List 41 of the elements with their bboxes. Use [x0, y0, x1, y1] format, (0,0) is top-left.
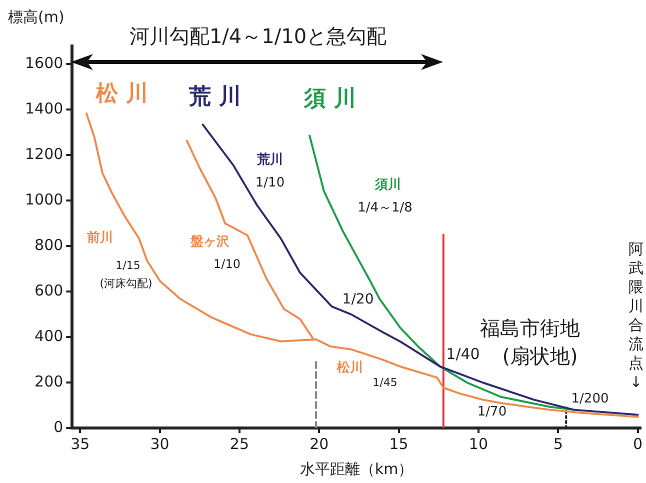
x-tick-label: 5	[553, 434, 563, 453]
y-tick-label: 600	[34, 281, 64, 300]
y-tick-label: 0	[54, 418, 64, 436]
y-tick-label: 1400	[24, 100, 64, 118]
x-tick-label: 15	[389, 434, 408, 453]
x-tick-label: 35	[70, 434, 90, 453]
annotation: 1/10	[214, 257, 240, 272]
annotation: 須 川	[303, 86, 356, 112]
annotation: 荒 川	[188, 84, 241, 110]
annotation: 福島市街地	[480, 316, 580, 340]
annotation: 1/15	[116, 258, 140, 272]
annotation: 1/20	[342, 292, 374, 308]
x-tick-label: 0	[633, 434, 643, 453]
y-tick-label: 200	[34, 372, 64, 390]
annotation: 1/200	[571, 391, 609, 406]
y-axis-title: 標高(m)	[8, 8, 64, 26]
annotation: 1/40	[446, 344, 480, 363]
annotation: 1/4～1/8	[358, 200, 412, 216]
y-tick-label: 1600	[24, 54, 64, 72]
x-tick-label: 10	[468, 434, 488, 453]
x-tick-label: 20	[310, 434, 329, 453]
text: 須川	[374, 177, 401, 192]
series-label: 荒川	[256, 151, 283, 168]
annotation: (扇状地)	[502, 344, 578, 368]
y-tick-label: 1000	[24, 190, 64, 209]
annotation: 松 川	[95, 82, 148, 107]
y-tick-label: 400	[34, 326, 64, 345]
y-tick-label: 800	[34, 236, 64, 254]
y-tick-label: 1200	[24, 145, 64, 164]
x-tick-label: 30	[150, 434, 170, 453]
series-label: 盤ヶ沢	[190, 234, 230, 250]
annotation: 1/10	[255, 175, 285, 190]
annotation: 阿武隈川合流点↓	[628, 240, 644, 391]
annotation: 1/45	[372, 376, 398, 389]
x-axis-title: 水平距離（km）	[300, 460, 414, 478]
x-tick-label: 25	[230, 434, 250, 453]
annotation: 1/70	[477, 404, 507, 420]
annotation: (河床勾配)	[100, 276, 152, 290]
annotation: 河川勾配1/4～1/10と急勾配	[129, 24, 387, 48]
annotation: 前川	[86, 230, 113, 246]
series-label: 松川	[336, 360, 363, 376]
